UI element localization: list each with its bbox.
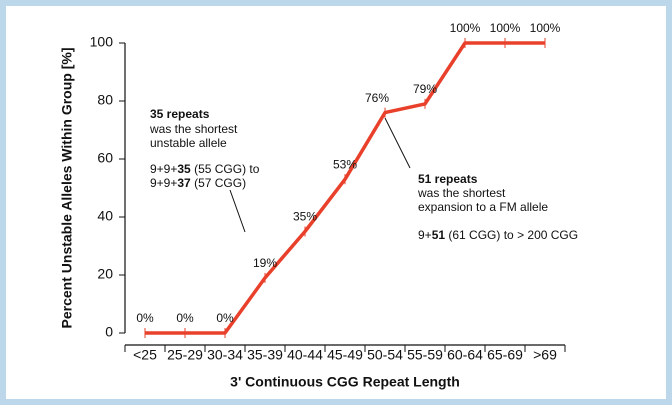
annotation-text: was the shortest — [149, 122, 238, 136]
annotation: was the shortest — [417, 186, 506, 200]
x-tick-label: 45-49 — [327, 347, 363, 363]
y-tick-label: 60 — [97, 150, 113, 166]
annotation-text: 35 repeats — [150, 107, 210, 121]
y-tick-label: 40 — [97, 208, 113, 224]
annotation: expansion to a FM allele — [418, 200, 548, 214]
y-axis-title: Percent Unstable Alleles Within Group [%… — [59, 48, 75, 329]
y-tick-label: 100 — [90, 34, 114, 50]
value-label: 100% — [450, 21, 481, 35]
annotation: was the shortest — [149, 122, 238, 136]
x-axis-title: 3' Continuous CGG Repeat Length — [230, 374, 460, 390]
value-label: 100% — [530, 21, 561, 35]
annotation: 9+9+35 (55 CGG) to — [150, 162, 260, 176]
y-tick-label: 20 — [97, 266, 113, 282]
annotation: 51 repeats — [418, 172, 478, 186]
y-tick-label: 0 — [105, 324, 113, 340]
x-tick-label: 35-39 — [247, 347, 283, 363]
annotation-text: (61 CGG) to > 200 CGG — [445, 228, 578, 242]
annotation-text: (57 CGG) — [191, 176, 246, 190]
annotation-text: expansion to a FM allele — [418, 200, 548, 214]
value-label: 35% — [293, 210, 317, 224]
annotation-text: was the shortest — [417, 186, 506, 200]
annotation: 9+51 (61 CGG) to > 200 CGG — [418, 228, 578, 242]
x-tick-label: 50-54 — [367, 347, 403, 363]
annotation-text: 9+9+ — [150, 176, 177, 190]
value-label: 100% — [490, 21, 521, 35]
value-label: 19% — [253, 256, 277, 270]
annotation-text: 9+9+ — [150, 162, 177, 176]
x-tick-label: 25-29 — [167, 347, 203, 363]
annotation-text: (55 CGG) to — [191, 162, 260, 176]
x-tick-label: >69 — [533, 347, 557, 363]
value-label: 0% — [176, 311, 194, 325]
annotation-text: 9+ — [418, 228, 432, 242]
value-label: 76% — [365, 91, 389, 105]
annotation-text: 51 — [432, 228, 446, 242]
annotation: 9+9+37 (57 CGG) — [150, 176, 246, 190]
y-tick-label: 80 — [97, 92, 113, 108]
value-label: 79% — [413, 82, 437, 96]
value-label: 0% — [136, 311, 154, 325]
value-label: 53% — [333, 157, 357, 171]
value-label: 0% — [216, 311, 234, 325]
annotation-text: 51 repeats — [418, 172, 478, 186]
annotation-text: 35 — [177, 162, 191, 176]
x-tick-label: 55-59 — [407, 347, 443, 363]
annotation: unstable allele — [150, 136, 227, 150]
annotation-pointer — [384, 117, 411, 169]
annotation-pointer — [229, 189, 246, 233]
annotation: 35 repeats — [150, 107, 210, 121]
annotation-text: 37 — [177, 176, 191, 190]
x-tick-label: 40-44 — [287, 347, 323, 363]
x-tick-label: 60-64 — [447, 347, 483, 363]
x-tick-label: 65-69 — [487, 347, 523, 363]
x-tick-label: <25 — [133, 347, 157, 363]
annotation-text: unstable allele — [150, 136, 227, 150]
x-tick-label: 30-34 — [207, 347, 243, 363]
